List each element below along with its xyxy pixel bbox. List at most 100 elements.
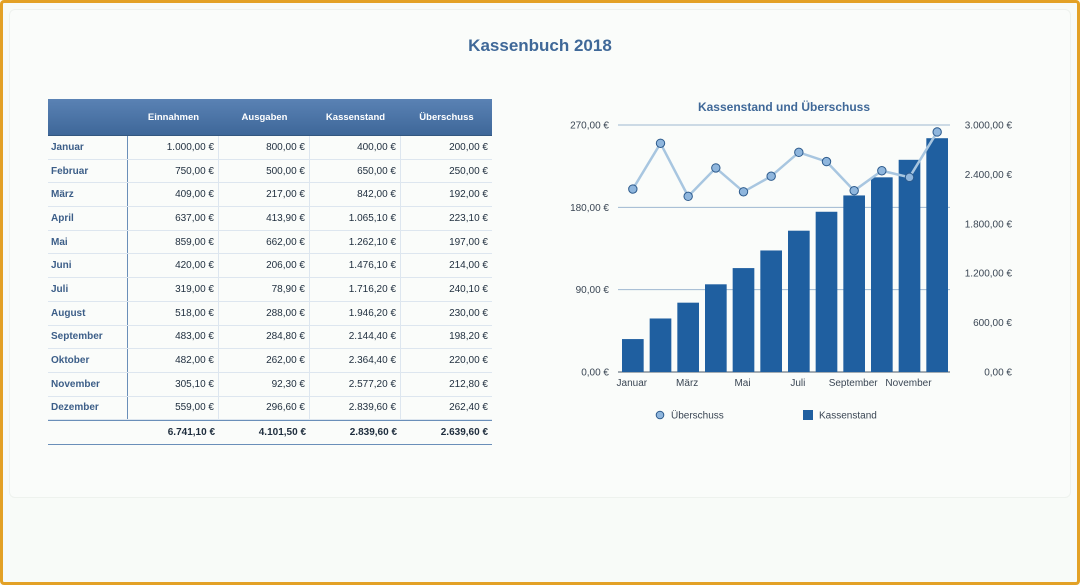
cell-ausgaben: 284,80 €	[219, 325, 310, 349]
line-ueberschuss	[631, 131, 939, 199]
right-tick-label: 3.000,00 €	[965, 121, 1013, 132]
right-tick-label: 1.200,00 €	[965, 269, 1013, 280]
cell-ausgaben: 288,00 €	[219, 301, 310, 325]
x-tick-label: Januar	[617, 378, 648, 389]
table-row: April 637,00 €413,90 €1.065,10 € 223,10 €	[48, 207, 492, 231]
cell-ueberschuss: 220,00 €	[449, 355, 488, 367]
cell-ausgaben: 206,00 €	[219, 254, 310, 278]
cell-ausgaben: 78,90 €	[219, 278, 310, 301]
header-kassenstand: Kassenstand	[325, 111, 386, 123]
cell-ueberschuss: 192,00 €	[449, 189, 488, 201]
cell-einnahmen: 483,00 €	[128, 325, 219, 349]
cell-kassenstand: 2.839,60 €	[310, 396, 401, 420]
cell-ueberschuss: 223,10 €	[449, 212, 488, 224]
cell-ueberschuss: 230,00 €	[449, 307, 488, 319]
cell-kassenstand: 1.065,10 €	[310, 207, 401, 230]
point-ueberschuss	[766, 171, 776, 181]
cell-einnahmen: 518,00 €	[128, 301, 219, 325]
point-ueberschuss	[932, 127, 942, 137]
right-tick-label: 0,00 €	[984, 368, 1012, 379]
bar-kassenstand	[705, 284, 727, 372]
bar-kassenstand	[815, 211, 838, 372]
table-row: Juni 420,00 €206,00 €1.476,10 € 214,00 €	[48, 254, 492, 279]
cell-ausgaben: 217,00 €	[219, 183, 310, 207]
cell-ueberschuss: 240,10 €	[449, 283, 488, 295]
cell-month: November	[48, 372, 128, 396]
cell-month: August	[48, 301, 128, 325]
legend-kassenstand-label: Kassenstand	[819, 411, 877, 422]
point-ueberschuss	[794, 147, 804, 158]
table-row: Februar 750,00 €500,00 €650,00 € 250,00 €	[48, 159, 492, 184]
left-tick-label: 0,00 €	[581, 368, 609, 379]
cell-month: Februar	[48, 159, 128, 183]
cell-kassenstand: 2.577,20 €	[310, 372, 401, 396]
cell-einnahmen: 559,00 €	[128, 396, 219, 420]
point-ueberschuss	[628, 184, 638, 194]
table-row: August 518,00 €288,00 €1.946,20 € 230,00 €	[48, 301, 492, 326]
cell-ueberschuss: 197,00 €	[449, 236, 488, 248]
left-tick-label: 180,00 €	[570, 203, 609, 214]
cell-ausgaben: 262,00 €	[219, 349, 310, 372]
x-tick-label: Juli	[790, 378, 805, 389]
left-tick-label: 270,00 €	[570, 121, 609, 132]
page-title: Kassenbuch 2018	[468, 36, 612, 55]
table-row: September 483,00 €284,80 €2.144,40 € 198,2…	[48, 325, 492, 350]
cell-einnahmen: 637,00 €	[128, 207, 219, 230]
cell-month: Juli	[48, 278, 128, 301]
x-tick-label: Mai	[734, 378, 750, 389]
cell-kassenstand: 650,00 €	[310, 159, 401, 183]
bar-kassenstand	[898, 159, 921, 372]
cell-einnahmen: 409,00 €	[128, 183, 219, 207]
table-row: Mai 859,00 €662,00 €1.262,10 € 197,00 €	[48, 230, 492, 255]
cell-month: Dezember	[48, 396, 128, 420]
point-ueberschuss	[738, 187, 749, 197]
cell-einnahmen: 1.000,00 €	[128, 136, 219, 159]
cell-ausgaben: 662,00 €	[219, 230, 310, 254]
table-row: Januar 1.000,00 €800,00 €400,00 € 200,00 €	[48, 136, 492, 160]
cell-ueberschuss: 212,80 €	[449, 378, 488, 390]
total-ueberschuss: 2.639,60 €	[440, 427, 488, 439]
header-ausgaben: Ausgaben	[241, 111, 288, 123]
table-row: Juli 319,00 €78,90 €1.716,20 € 240,10 €	[48, 278, 492, 302]
cell-ausgaben: 92,30 €	[219, 372, 310, 396]
point-ueberschuss	[711, 163, 721, 173]
cell-month: September	[48, 325, 128, 349]
x-tick-label: März	[676, 378, 698, 389]
header-ueberschuss: Überschuss	[419, 111, 474, 123]
cell-kassenstand: 1.476,10 €	[310, 254, 401, 278]
total-ausgaben: 4.101,50 €	[258, 427, 306, 439]
point-ueberschuss	[849, 185, 859, 196]
bar-kassenstand	[649, 318, 672, 372]
chart-title: Kassenstand und Überschuss	[698, 99, 870, 114]
cell-month: Januar	[48, 136, 128, 159]
cell-kassenstand: 842,00 €	[310, 183, 401, 207]
bar-kassenstand	[677, 302, 699, 372]
cell-month: Oktober	[48, 349, 128, 372]
point-ueberschuss	[655, 138, 666, 148]
cell-ausgaben: 296,60 €	[219, 396, 310, 420]
chart-svg: Kassenstand und Überschuss 0,00 € 90,00 € 1…	[570, 99, 1013, 422]
bar-kassenstand	[622, 339, 644, 372]
cashbook-table: Einnahmen Ausgaben Kassenstand Überschus…	[48, 99, 492, 446]
cell-ausgaben: 413,90 €	[219, 207, 310, 230]
combo-chart: Kassenstand und Überschuss 0,00 € 90,00 € 1…	[540, 90, 1040, 450]
cell-month: April	[48, 207, 128, 230]
cell-month: Juni	[48, 254, 128, 278]
right-tick-label: 600,00 €	[973, 318, 1012, 329]
x-tick-label: September	[829, 378, 879, 389]
total-kassenstand: 2.839,60 €	[349, 427, 397, 439]
right-tick-label: 1.800,00 €	[965, 219, 1013, 230]
cell-ausgaben: 800,00 €	[219, 136, 310, 159]
table-header: Einnahmen Ausgaben Kassenstand Überschus…	[48, 99, 492, 136]
legend-kassenstand-marker	[803, 410, 813, 420]
cell-kassenstand: 400,00 €	[310, 136, 401, 159]
cell-ausgaben: 500,00 €	[219, 159, 310, 183]
total-einnahmen: 6.741,10 €	[167, 427, 215, 439]
bar-kassenstand	[788, 230, 810, 372]
point-ueberschuss	[683, 191, 693, 202]
bar-kassenstand	[760, 250, 782, 372]
cell-kassenstand: 2.364,40 €	[310, 349, 401, 372]
point-ueberschuss	[877, 166, 887, 176]
table-row: Dezember 559,00 €296,60 €2.839,60 € 262,40…	[48, 396, 492, 421]
cell-einnahmen: 750,00 €	[128, 159, 219, 183]
